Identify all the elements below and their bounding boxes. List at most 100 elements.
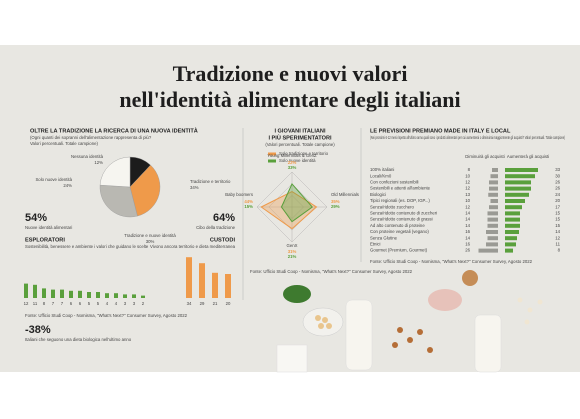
label: 14	[555, 229, 560, 234]
label: Solo tradizione e territorio	[279, 151, 329, 156]
label: 33%	[288, 165, 297, 170]
label: Senza/ridotto contenuto di grassi	[370, 217, 433, 222]
label: 12	[24, 301, 29, 306]
label: 16	[465, 242, 470, 247]
bar	[141, 295, 145, 298]
label: Fonte: Ufficio Studi Coop - Nomisma, "Wh…	[370, 259, 533, 264]
label: 12	[465, 180, 470, 185]
label: 26	[465, 248, 470, 253]
label: 30%	[146, 239, 155, 244]
bar-increase	[505, 223, 520, 228]
label: 33	[555, 167, 560, 172]
label: -38%	[25, 324, 51, 336]
label: Sostenibili e attenti all'ambiente	[370, 186, 431, 191]
bar	[212, 272, 218, 298]
bar-increase	[505, 205, 522, 210]
bar-increase	[505, 186, 531, 191]
label: 15	[555, 211, 560, 216]
label: Nessuna identità	[71, 154, 104, 159]
label: 15%	[244, 204, 253, 209]
label: (Nei prossimi 6-12 mesi rispetto all'ult…	[370, 135, 565, 140]
label: Tipici regionali (es. DOP, IGP...)	[370, 198, 430, 203]
bar-increase	[505, 230, 519, 234]
bar-increase	[505, 180, 531, 185]
label: 11	[556, 242, 561, 247]
label: Diminuirà gli acquisti	[465, 154, 504, 159]
label: 24%	[63, 183, 72, 188]
label: 26	[555, 186, 560, 191]
label: 14	[465, 223, 470, 228]
label: 4	[106, 301, 109, 306]
bar-decrease	[487, 236, 498, 241]
bar-decrease	[489, 205, 498, 210]
label: OLTRE LA TRADIZIONE LA RICERCA DI UNA NU…	[30, 127, 198, 134]
label: CUSTODI	[210, 237, 236, 243]
label: 14	[465, 217, 470, 222]
bar-increase	[505, 242, 516, 247]
bar-increase	[505, 199, 525, 203]
bar-increase	[505, 211, 520, 216]
label: 24	[555, 192, 560, 197]
label: 100% italiani	[370, 167, 394, 172]
label: Solo nuove identità	[279, 158, 316, 163]
label: Valori percentuali. Totale campione)	[30, 141, 98, 146]
label: Young Millennials & GenZ	[267, 153, 317, 158]
bar-decrease	[486, 230, 498, 234]
label: 15	[555, 223, 560, 228]
label: 26	[555, 180, 560, 185]
label: 29%	[331, 204, 340, 209]
bar-decrease	[489, 186, 498, 191]
label: 64%	[213, 212, 235, 224]
bar-increase	[505, 174, 535, 179]
label: Fonte: Ufficio Studi Coop - Nomisma, "Wh…	[25, 313, 188, 318]
label: ESPLORATORI	[25, 237, 65, 243]
bar-increase	[505, 192, 529, 197]
label: 8	[43, 301, 46, 306]
label: 12%	[94, 160, 103, 165]
label: 54%	[25, 212, 47, 224]
label: 7	[52, 301, 55, 306]
pie-slice	[99, 184, 138, 218]
label: 7	[61, 301, 64, 306]
pie-slice	[129, 164, 161, 217]
label: 8	[468, 167, 471, 172]
label: 4	[115, 301, 118, 306]
label: Senza Glutine	[370, 235, 398, 240]
bar	[105, 293, 109, 298]
bar	[114, 293, 118, 298]
bar	[51, 289, 55, 298]
label: 14	[465, 211, 470, 216]
bar-increase	[505, 217, 520, 222]
label: Baby boomers	[225, 192, 253, 197]
label: 2	[142, 301, 145, 306]
label: Solo nuove identità	[35, 177, 72, 182]
label: 3	[133, 301, 136, 306]
label: Senza/ridotto zucchero	[370, 204, 415, 209]
label: 22%	[288, 160, 297, 165]
label: 12	[465, 186, 470, 191]
bar-decrease	[489, 180, 498, 185]
bar-decrease	[488, 192, 498, 197]
pie-slice	[99, 156, 131, 188]
label: Con confezioni sostenibili	[370, 180, 419, 185]
label: 3	[124, 301, 127, 306]
bar	[96, 292, 100, 298]
label: 6	[70, 301, 73, 306]
label: 20	[226, 301, 231, 306]
bar	[69, 290, 73, 298]
bar-decrease	[492, 168, 498, 172]
label: I GIOVANI ITALIANI	[274, 128, 326, 134]
label: 29	[200, 301, 205, 306]
label: LE PREVISIONI PREMIANO MADE IN ITALY E L…	[370, 128, 511, 134]
label: 6	[79, 301, 82, 306]
label: 34	[187, 301, 192, 306]
label: I PIÙ SPERIMENTATORI	[268, 134, 332, 141]
bar	[87, 292, 91, 298]
bar-decrease	[478, 248, 498, 253]
label: Italiani che seguono una dieta biologica…	[25, 337, 132, 342]
label: Senza/ridotto contenuto di zuccheri	[370, 211, 437, 216]
label: (Valori percentuali. Totale campione)	[265, 142, 335, 147]
label: Locali/Km0	[370, 173, 392, 178]
label: Sostenibilità, benessere e ambiente i va…	[25, 244, 149, 249]
